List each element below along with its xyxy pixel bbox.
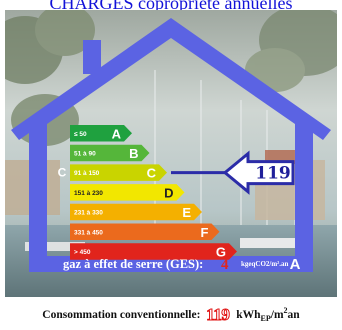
scale-bar-f (70, 223, 220, 240)
unit-mid: /m (270, 309, 284, 321)
scale-range-f: 331 à 450 (74, 229, 103, 236)
unit-main: kWh (236, 309, 261, 321)
scale-range-e: 231 à 330 (74, 210, 103, 217)
scale-bar-b (70, 144, 150, 162)
scale-range-d: 151 à 230 (74, 190, 103, 197)
scale-letter-g: G (216, 244, 226, 259)
scale-bar-d (70, 184, 185, 201)
ges-unit: kgeqCO2/m².an (241, 260, 289, 268)
consumption-unit: kWhEP/m2an (236, 306, 300, 323)
scale-range-c: 91 à 150 (74, 170, 100, 177)
energy-label-graphic: C ≤ 50 A 51 à 90 B 91 à 150 C 151 à 230 D 231 à … (5, 10, 337, 297)
energy-scale-bars: ≤ 50 A 51 à 90 B 91 à 150 C 151 à 230 D 231 à 33… (70, 125, 237, 260)
scale-bar-e (70, 203, 202, 221)
current-value-arrow (222, 150, 295, 195)
scale-letter-e: E (182, 205, 191, 220)
scale-letter-b: B (129, 146, 138, 161)
consumption-line: Consommation conventionnelle: 119 kWhEP/… (0, 300, 342, 325)
energy-label-panel: C ≤ 50 A 51 à 90 B 91 à 150 C 151 à 230 D 231 à … (5, 10, 337, 297)
scale-bar-c (70, 164, 167, 181)
current-value: 119 (255, 164, 291, 184)
current-class-side-letter: C (58, 166, 67, 180)
unit-superscript: 2 (283, 306, 288, 315)
scale-range-a: ≤ 50 (74, 131, 87, 138)
consumption-label: Consommation conventionnelle: (42, 309, 201, 321)
ges-class: A (290, 256, 301, 273)
scale-bar-a (70, 125, 132, 142)
page-title: CHARGES copropriété annuelles (49, 0, 293, 13)
consumption-value: 119 (206, 305, 231, 325)
scale-bar-g (70, 243, 237, 260)
house-outline (11, 18, 331, 272)
scale-letter-d: D (164, 185, 173, 200)
ges-value: 4 (221, 257, 229, 273)
scale-range-b: 51 à 90 (74, 150, 96, 157)
scale-range-g: > 450 (74, 249, 91, 256)
scale-letter-c: C (147, 166, 157, 181)
unit-end: an (287, 309, 300, 321)
scale-letter-a: A (112, 126, 122, 141)
unit-subscript: EP (260, 314, 271, 323)
ges-label: gaz à effet de serre (GES): (63, 257, 203, 271)
house-chimney (83, 40, 101, 74)
scale-letter-f: F (201, 225, 209, 240)
